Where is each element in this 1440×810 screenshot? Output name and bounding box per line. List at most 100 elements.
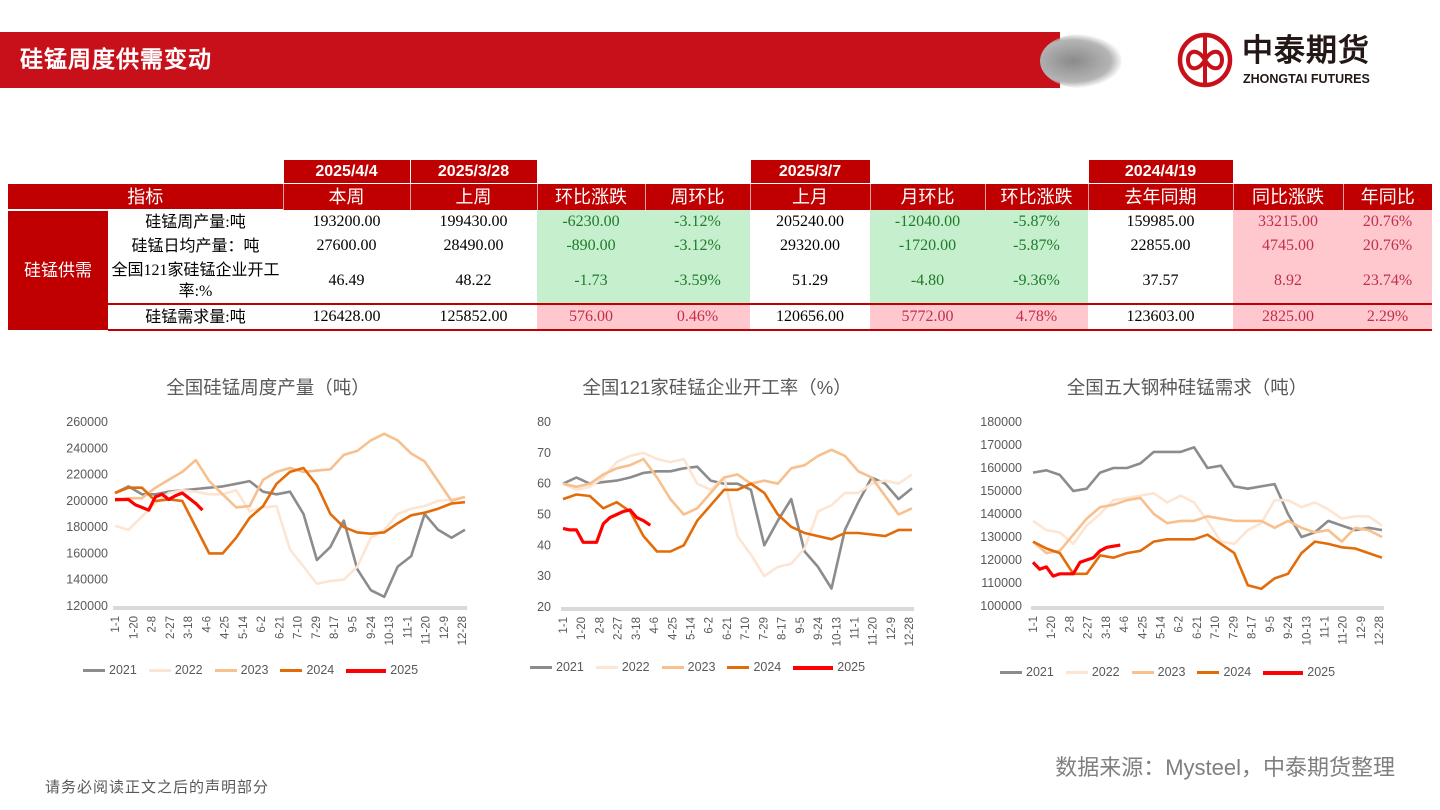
y-tick-label: 100000: [980, 599, 1022, 613]
x-tick-label: 7-10: [293, 616, 305, 639]
legend-label: 2024: [1223, 665, 1252, 679]
legend-item-2021: 2021: [1000, 665, 1054, 680]
x-tick-label: 4-6: [649, 617, 661, 634]
legend-item-2024: 2024: [280, 663, 334, 678]
y-tick-label: 260000: [66, 415, 108, 429]
production-chart: 120000 140000 160000 180000 200000 220000 2400…: [66, 415, 469, 645]
cell: -4.80: [870, 258, 985, 304]
x-tick-label: 9-24: [1283, 615, 1295, 639]
cell: 23.74%: [1343, 258, 1432, 304]
y-tick-label: 220000: [66, 468, 108, 482]
cell: -9.36%: [985, 258, 1088, 304]
date-last-week: 2025/3/28: [409, 160, 538, 184]
legend-item-2024: 2024: [727, 660, 781, 675]
header-indicator: 指标: [8, 183, 283, 210]
row-label: 硅锰需求量:吨: [108, 303, 283, 331]
x-tick-label: 10-13: [1301, 616, 1313, 645]
cell: -890.00: [537, 234, 645, 258]
x-tick-label: 2-27: [165, 616, 177, 639]
cell: 8.92: [1233, 258, 1343, 304]
cell: -12040.00: [870, 210, 985, 234]
header-cell: 年同比: [1342, 183, 1432, 210]
x-tick-label: 4-6: [201, 616, 213, 633]
legend-swatch: [280, 669, 303, 672]
series-line-2022: [562, 451, 913, 578]
x-tick-label: 7-10: [1210, 616, 1222, 639]
legend-label: 2022: [174, 663, 203, 677]
x-tick-label: 4-6: [1119, 616, 1131, 633]
legend-label: 2023: [687, 660, 716, 674]
legend-swatch: [793, 665, 834, 670]
header-cell: 环比涨跌: [536, 183, 645, 210]
cell: 199430.00: [439, 213, 508, 230]
legend-swatch: [727, 666, 750, 669]
date-last-year: 2024/4/19: [1087, 160, 1234, 184]
series-line-2025: [115, 491, 204, 512]
date-this-week: 2025/4/4: [282, 160, 411, 184]
logo-name-en: ZHONGTAI FUTURES: [1243, 72, 1370, 86]
y-tick-label: 50: [537, 508, 551, 522]
legend-item-2021: 2021: [83, 663, 137, 678]
legend-item-2022: 2022: [1065, 665, 1120, 680]
x-tick-label: 2-8: [1064, 616, 1076, 633]
y-tick-label: 60: [537, 477, 551, 491]
logo-name-cn: 中泰期货: [1242, 33, 1370, 68]
x-tick-label: 1-1: [558, 617, 570, 634]
x-tick-label: 2-8: [594, 617, 606, 634]
legend-item-2023: 2023: [214, 663, 268, 678]
date-row: 2025/4/4 2025/3/28 2025/3/7 2024/4/19: [8, 160, 1432, 184]
legend-swatch: [1065, 671, 1088, 674]
header-row: 指标 本周 上周 环比涨跌 周环比 上月 月环比 环比涨跌 去年同期 同比涨跌 …: [8, 183, 1432, 210]
supply-demand-table: 2025/4/4 2025/3/28 2025/3/7 2024/4/19 指标…: [8, 160, 1432, 331]
cell: 22855.00: [1130, 237, 1191, 254]
legend-swatch: [83, 669, 105, 672]
cell: 193200.00: [312, 213, 381, 230]
x-tick-label: 7-29: [1228, 616, 1240, 639]
y-tick-label: 200000: [66, 494, 108, 508]
operating-rate-chart: 20 30 40 50 60 70 80 1-1 1-20 2-8 2-27 3-18 4-6 4-25 5…: [537, 415, 916, 646]
cell: 2825.00: [1233, 303, 1343, 331]
x-tick-label: 9-5: [795, 617, 807, 634]
x-tick-label: 12-28: [904, 617, 916, 646]
y-tick-label: 160000: [66, 546, 108, 560]
header-cell: 本周: [282, 183, 410, 210]
x-tick-label: 11-20: [868, 617, 880, 646]
x-tick-label: 6-2: [704, 617, 716, 634]
x-tick-label: 5-14: [1156, 615, 1168, 639]
cell: 27600.00: [316, 237, 377, 254]
series-line-2023: [562, 448, 913, 516]
legend-item-2023: 2023: [1131, 665, 1185, 680]
y-tick-label: 160000: [980, 461, 1022, 475]
page-title: 硅锰周度供需变动: [20, 46, 212, 72]
data-source-note: 数据来源：Mysteel，中泰期货整理: [1055, 755, 1395, 780]
legend-label: 2022: [1091, 665, 1120, 679]
series-line-2025: [562, 508, 652, 544]
disclaimer-note: 请务必阅读正文之后的声明部分: [45, 780, 270, 796]
cell: -1720.00: [870, 234, 985, 258]
x-tick-label: 12-28: [1374, 616, 1386, 645]
x-tick-label: 5-14: [686, 616, 698, 640]
table-row: 硅锰日均产量：吨 27600.00 28490.00 -890.00 -3.12…: [8, 234, 1432, 258]
legend-item-2025: 2025: [793, 660, 865, 675]
legend-item-2025: 2025: [346, 663, 418, 678]
legend-item-2021: 2021: [530, 660, 584, 675]
demand-chart: 100000 110000 120000 130000 140000 150000 1600…: [980, 415, 1386, 645]
x-tick-label: 4-25: [220, 616, 232, 639]
cell: 29320.00: [780, 237, 840, 254]
x-tick-label: 6-21: [722, 617, 734, 640]
legend-label: 2025: [1307, 665, 1336, 679]
y-tick-label: 30: [537, 569, 551, 583]
legend-swatch: [1263, 670, 1304, 675]
series-line-2023: [1032, 496, 1383, 555]
legend-swatch: [1000, 671, 1022, 674]
cell: 46.49: [328, 271, 365, 289]
x-tick-label: 4-25: [667, 617, 679, 640]
cell: -3.12%: [645, 210, 750, 234]
cell: 4745.00: [1233, 234, 1343, 258]
y-tick-label: 120000: [66, 599, 108, 613]
x-tick-label: 9-24: [813, 616, 825, 640]
x-tick-label: 11-1: [402, 616, 414, 638]
x-tick-label: 6-21: [1192, 616, 1204, 639]
cell: 4.78%: [985, 303, 1088, 331]
x-tick-label: 1-20: [576, 617, 588, 640]
